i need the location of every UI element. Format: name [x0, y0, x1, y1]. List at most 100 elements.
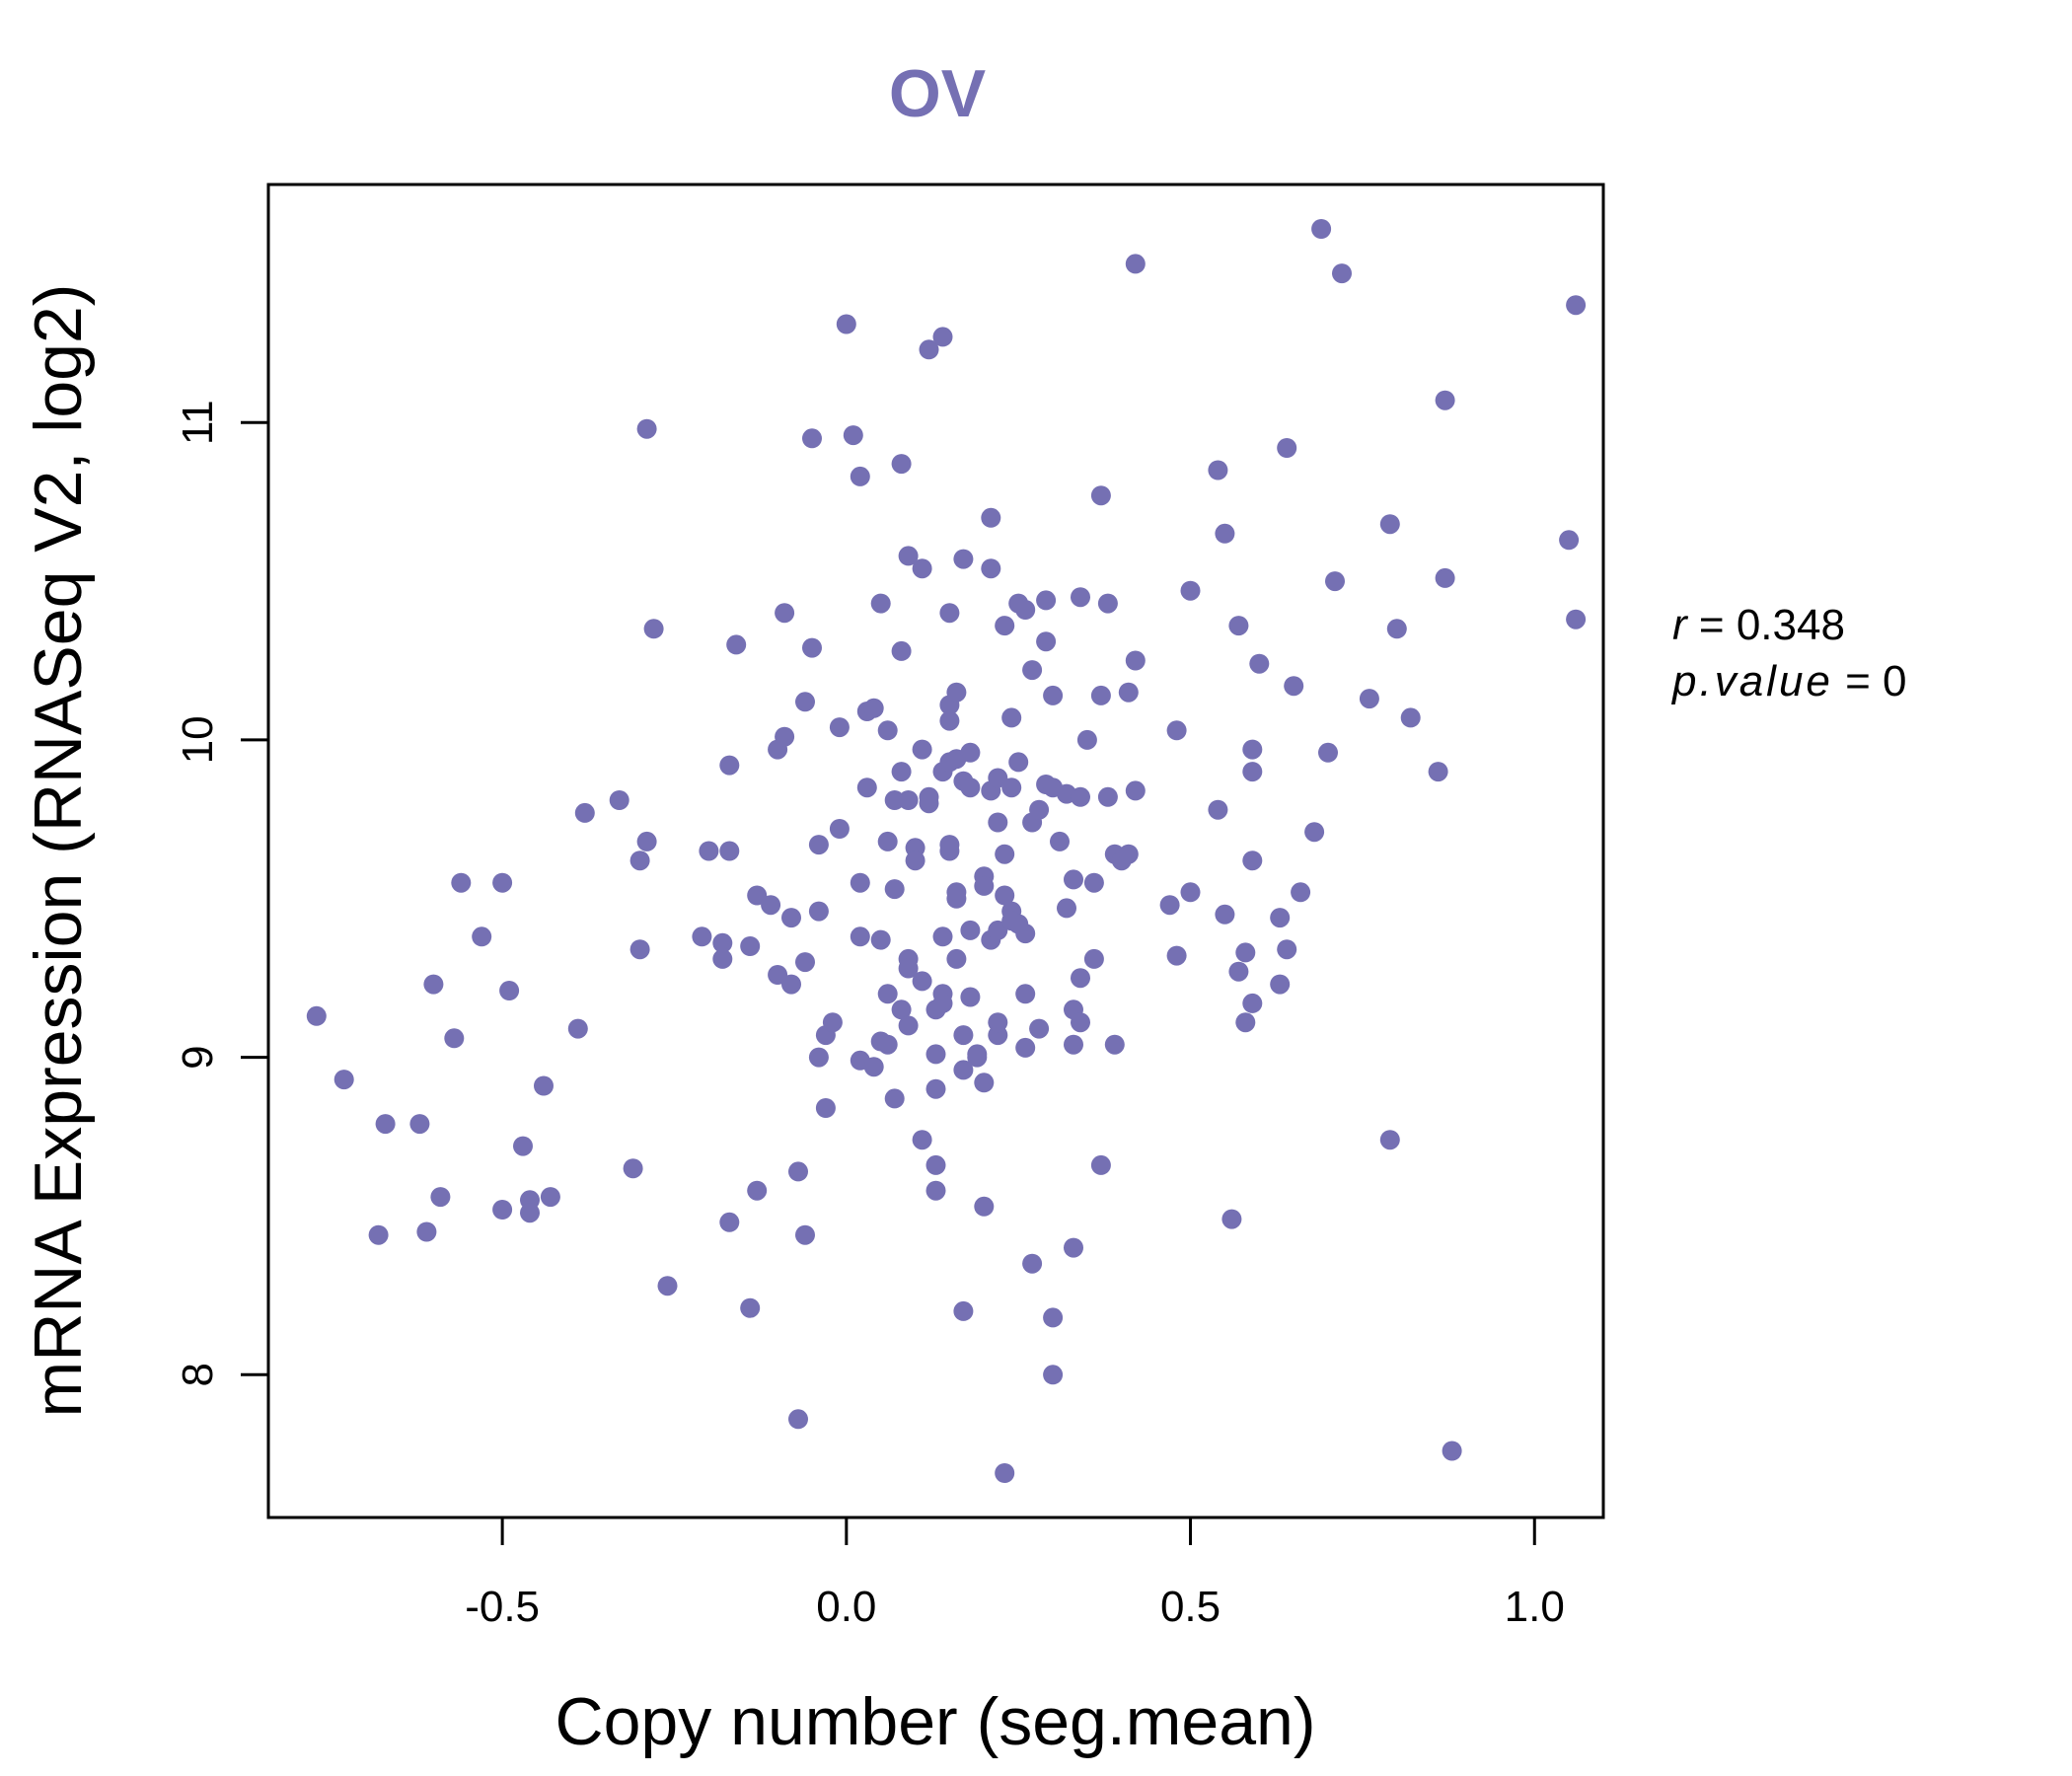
data-point-50 [795, 1224, 815, 1245]
data-point-16 [520, 1203, 540, 1223]
data-point-71 [863, 698, 884, 718]
data-point-93 [905, 851, 925, 871]
data-point-197 [1125, 650, 1146, 671]
data-point-60 [829, 819, 850, 839]
data-point-20 [574, 802, 595, 823]
data-point-61 [829, 717, 850, 738]
data-point-116 [939, 710, 960, 731]
data-point-105 [925, 1044, 946, 1065]
data-point-145 [988, 1012, 1008, 1033]
data-point-119 [946, 888, 967, 909]
data-point-35 [719, 755, 740, 776]
data-point-134 [974, 875, 995, 896]
data-point-55 [808, 901, 829, 922]
data-point-28 [657, 1276, 678, 1296]
data-point-171 [1043, 1365, 1064, 1385]
r-stat: r = 0.348 [1672, 601, 1845, 649]
data-point-143 [988, 920, 1008, 940]
data-point-66 [850, 926, 870, 947]
data-point-4 [416, 1221, 437, 1242]
data-point-77 [877, 984, 898, 1004]
x-tick-label: -0.5 [465, 1583, 540, 1631]
data-point-213 [1235, 942, 1256, 963]
data-point-233 [1386, 619, 1407, 639]
data-point-31 [712, 948, 733, 969]
data-point-234 [1400, 707, 1421, 728]
data-point-147 [995, 844, 1015, 864]
data-point-12 [499, 981, 520, 1000]
data-point-231 [1379, 1130, 1400, 1150]
data-point-123 [953, 1060, 974, 1080]
data-point-218 [1249, 653, 1270, 674]
data-point-2 [368, 1224, 389, 1245]
x-axis-label: Copy number (seg.mean) [555, 1684, 1315, 1759]
p-equals: = [1845, 657, 1883, 705]
data-point-106 [932, 327, 953, 347]
data-point-187 [1090, 685, 1111, 705]
data-point-51 [795, 692, 815, 712]
data-point-63 [836, 314, 856, 334]
data-point-48 [788, 1161, 808, 1182]
data-point-65 [850, 466, 870, 486]
data-point-200 [1159, 895, 1180, 916]
data-point-44 [775, 726, 795, 747]
data-point-129 [960, 920, 981, 940]
data-point-49 [795, 952, 815, 973]
data-point-169 [1043, 685, 1064, 705]
data-point-141 [988, 768, 1008, 788]
data-point-33 [719, 841, 740, 861]
data-point-173 [1050, 831, 1070, 851]
data-point-27 [636, 418, 657, 439]
data-point-37 [740, 936, 761, 956]
data-point-166 [1036, 631, 1057, 652]
data-point-232 [1379, 514, 1400, 535]
data-point-83 [891, 762, 912, 782]
data-point-210 [1228, 616, 1249, 636]
data-point-226 [1311, 219, 1332, 239]
data-point-34 [719, 1212, 740, 1232]
data-point-167 [1036, 590, 1057, 611]
data-point-163 [1022, 1253, 1043, 1274]
data-point-59 [822, 1012, 843, 1033]
data-point-80 [884, 879, 905, 900]
data-point-47 [781, 974, 801, 995]
data-point-10 [472, 926, 492, 947]
data-point-223 [1284, 676, 1304, 697]
data-point-221 [1277, 438, 1297, 458]
data-point-185 [1083, 872, 1104, 893]
data-point-196 [1118, 682, 1139, 703]
data-point-179 [1064, 1237, 1083, 1258]
data-point-214 [1242, 739, 1263, 760]
data-point-222 [1277, 939, 1297, 960]
y-tick-label: 8 [174, 1363, 222, 1386]
data-point-45 [775, 603, 795, 624]
data-point-67 [850, 872, 870, 893]
data-point-23 [629, 939, 650, 960]
data-point-75 [870, 593, 891, 614]
data-point-17 [534, 1075, 554, 1096]
data-point-64 [843, 425, 863, 446]
data-point-198 [1125, 780, 1146, 801]
data-point-125 [953, 549, 974, 569]
data-point-208 [1215, 904, 1235, 925]
data-point-32 [712, 932, 733, 953]
x-tick-label: 0.0 [816, 1583, 876, 1631]
x-tick-label: 0.5 [1160, 1583, 1221, 1631]
data-point-199 [1125, 254, 1146, 274]
data-point-128 [960, 742, 981, 763]
data-point-204 [1180, 580, 1201, 601]
r-equals: = [1699, 601, 1737, 649]
data-point-56 [808, 1047, 829, 1068]
data-point-74 [870, 929, 891, 950]
r-value: 0.348 [1737, 601, 1845, 649]
data-point-53 [802, 428, 822, 449]
data-point-172 [1043, 1307, 1064, 1328]
data-point-108 [932, 926, 953, 947]
data-point-86 [891, 454, 912, 475]
data-point-52 [802, 637, 822, 658]
data-point-212 [1235, 1012, 1256, 1033]
data-point-181 [1071, 786, 1090, 807]
data-point-229 [1332, 263, 1352, 284]
data-point-122 [953, 1025, 974, 1046]
